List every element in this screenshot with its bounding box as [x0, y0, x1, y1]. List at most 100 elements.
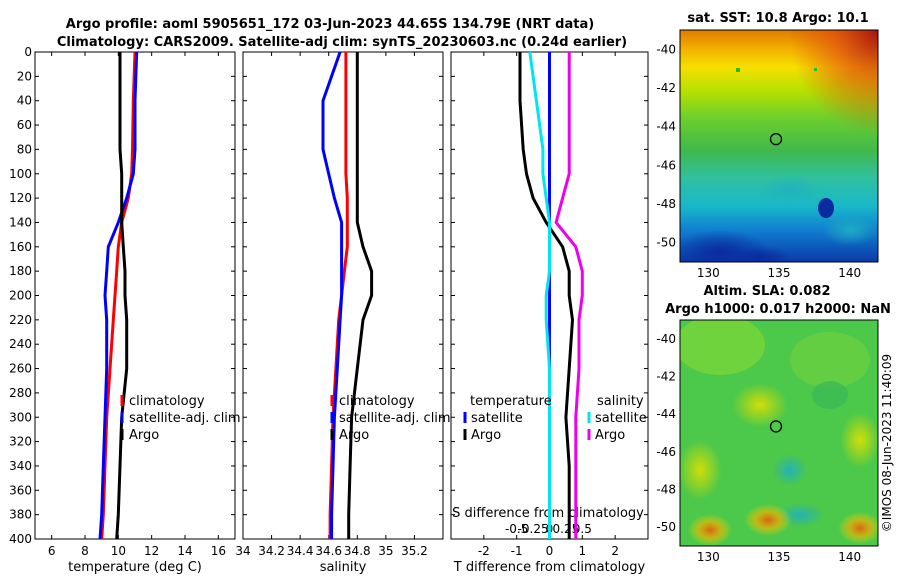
- x-axis-label: salinity: [320, 560, 367, 575]
- sst-map-frame: [679, 29, 879, 263]
- x-tick-label: 34.4: [287, 544, 314, 558]
- credit-text: ©IMOS 08-Jun-2023 11:40:09: [880, 354, 894, 532]
- legend-label-s-satellite: satellite: [595, 411, 647, 426]
- legend-label-climatology: climatology: [339, 394, 415, 409]
- series-line-temperature-argo: [518, 52, 574, 539]
- map-y-tick-label: -46: [656, 445, 676, 459]
- map-y-tick-label: -46: [656, 158, 676, 172]
- y-tick-label: 240: [9, 337, 32, 351]
- series-line-climatology: [100, 51, 137, 540]
- sla-map-image: [680, 320, 878, 546]
- y-tick-label: 200: [9, 289, 32, 303]
- s-difference-tick-label: -0.25: [518, 522, 549, 536]
- temperature-legend: climatology satellite-adj. clim Argo: [120, 394, 241, 443]
- x-tick-label: -1: [511, 544, 523, 558]
- s-difference-tick-label: -0.5: [505, 522, 528, 536]
- x-axis-label: temperature (deg C): [68, 560, 202, 575]
- map-y-tick-label: -44: [656, 407, 676, 421]
- series-line-argo: [347, 52, 374, 539]
- y-tick-label: 340: [9, 459, 32, 473]
- x-tick-label: 12: [144, 544, 159, 558]
- main-title-line2: Climatology: CARS2009. Satellite-adj cli…: [57, 35, 627, 50]
- map-y-tick-label: -40: [656, 42, 676, 56]
- x-tick-label: 34: [235, 544, 250, 558]
- sla-map-frame: [679, 319, 879, 547]
- map-y-tick-label: -42: [656, 370, 676, 384]
- map-y-tick-label: -48: [656, 483, 676, 497]
- y-tick-label: 140: [9, 215, 32, 229]
- legend-label-t-argo: Argo: [471, 428, 501, 443]
- legend-label-climatology: climatology: [129, 394, 205, 409]
- sla-map-title-line1: Altim. SLA: 0.082: [704, 284, 831, 299]
- map-y-tick-label: -42: [656, 81, 676, 95]
- series-line-argo: [115, 52, 129, 540]
- map-y-tick-label: -48: [656, 197, 676, 211]
- x-tick-label: 2: [611, 544, 619, 558]
- y-tick-label: 220: [9, 313, 32, 327]
- map-y-tick-label: -44: [656, 120, 676, 134]
- x-tick-label: 34.2: [258, 544, 285, 558]
- map-x-tick-label: 135: [768, 266, 791, 280]
- y-tick-label: 20: [17, 69, 32, 83]
- x-tick-label: 8: [81, 544, 89, 558]
- x-tick-label: 16: [211, 544, 226, 558]
- map-y-tick-label: -50: [656, 236, 676, 250]
- salinity-legend: climatology satellite-adj. clim Argo: [330, 394, 451, 443]
- map-x-tick-label: 140: [838, 550, 861, 564]
- x-tick-label: -2: [478, 544, 490, 558]
- map-y-tick-label: -50: [656, 520, 676, 534]
- map-x-tick-label: 130: [697, 550, 720, 564]
- legend-label-argo: Argo: [129, 428, 159, 443]
- main-title-line1: Argo profile: aoml 5905651_172 03-Jun-20…: [66, 17, 594, 32]
- x-tick-label: 14: [177, 544, 192, 558]
- sst-map-image: [680, 30, 878, 262]
- x-tick-label: 34.6: [315, 544, 342, 558]
- map-x-tick-label: 130: [697, 266, 720, 280]
- series-layer: [98, 51, 584, 540]
- series-line-satellite-adj-clim: [321, 51, 344, 539]
- legend-label-satellite: satellite-adj. clim: [339, 411, 451, 426]
- y-tick-label: 360: [9, 483, 32, 497]
- s-difference-tick-label: 0.25: [553, 522, 580, 536]
- series-line-salinity-satellite: [528, 51, 551, 539]
- series-line-salinity-argo: [554, 52, 584, 539]
- x-axis-label: T difference from climatology: [453, 560, 646, 575]
- y-tick-label: 100: [9, 167, 32, 181]
- y-tick-label: 40: [17, 94, 32, 108]
- difference-legend: temperature salinity satellite Argo sate…: [463, 394, 647, 443]
- legend-label-argo: Argo: [339, 428, 369, 443]
- y-tick-label: 80: [17, 142, 32, 156]
- x-tick-label: 34.8: [344, 544, 371, 558]
- sla-argo-marker: [769, 420, 783, 433]
- y-tick-label: 300: [9, 410, 32, 424]
- x-tick-label: 0: [546, 544, 554, 558]
- x-tick-label: 1: [579, 544, 587, 558]
- x-tick-label: 35.2: [401, 544, 428, 558]
- x-tick-label: 6: [48, 544, 56, 558]
- map-x-tick-label: 135: [768, 550, 791, 564]
- legend-title-salinity: salinity: [597, 394, 644, 409]
- s-difference-tick-label: 0.5: [573, 522, 592, 536]
- y-tick-label: 120: [9, 191, 32, 205]
- x-tick-label: 35: [378, 544, 393, 558]
- y-tick-label: 400: [9, 532, 32, 546]
- x-tick-label: 10: [111, 544, 126, 558]
- y-tick-label: 180: [9, 264, 32, 278]
- legend-label-satellite: satellite-adj. clim: [129, 411, 241, 426]
- y-tick-label: 0: [24, 45, 32, 59]
- y-tick-label: 60: [17, 118, 32, 132]
- y-tick-label: 160: [9, 240, 32, 254]
- legend-label-s-argo: Argo: [595, 428, 625, 443]
- series-line-satellite-adj-clim: [98, 51, 139, 540]
- sla-map-title-line2: Argo h1000: 0.017 h2000: NaN: [665, 302, 891, 317]
- map-x-tick-label: 140: [838, 266, 861, 280]
- sst-argo-marker: [769, 133, 783, 146]
- y-tick-label: 280: [9, 386, 32, 400]
- y-tick-label: 260: [9, 362, 32, 376]
- sst-map-title: sat. SST: 10.8 Argo: 10.1: [687, 11, 868, 26]
- y-tick-label: 380: [9, 508, 32, 522]
- map-y-tick-label: -40: [656, 332, 676, 346]
- legend-title-temperature: temperature: [470, 394, 552, 409]
- legend-label-t-satellite: satellite: [471, 411, 523, 426]
